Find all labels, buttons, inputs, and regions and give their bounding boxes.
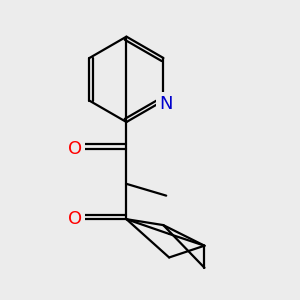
Text: N: N xyxy=(159,94,172,112)
Text: O: O xyxy=(68,210,82,228)
Text: O: O xyxy=(68,140,82,158)
